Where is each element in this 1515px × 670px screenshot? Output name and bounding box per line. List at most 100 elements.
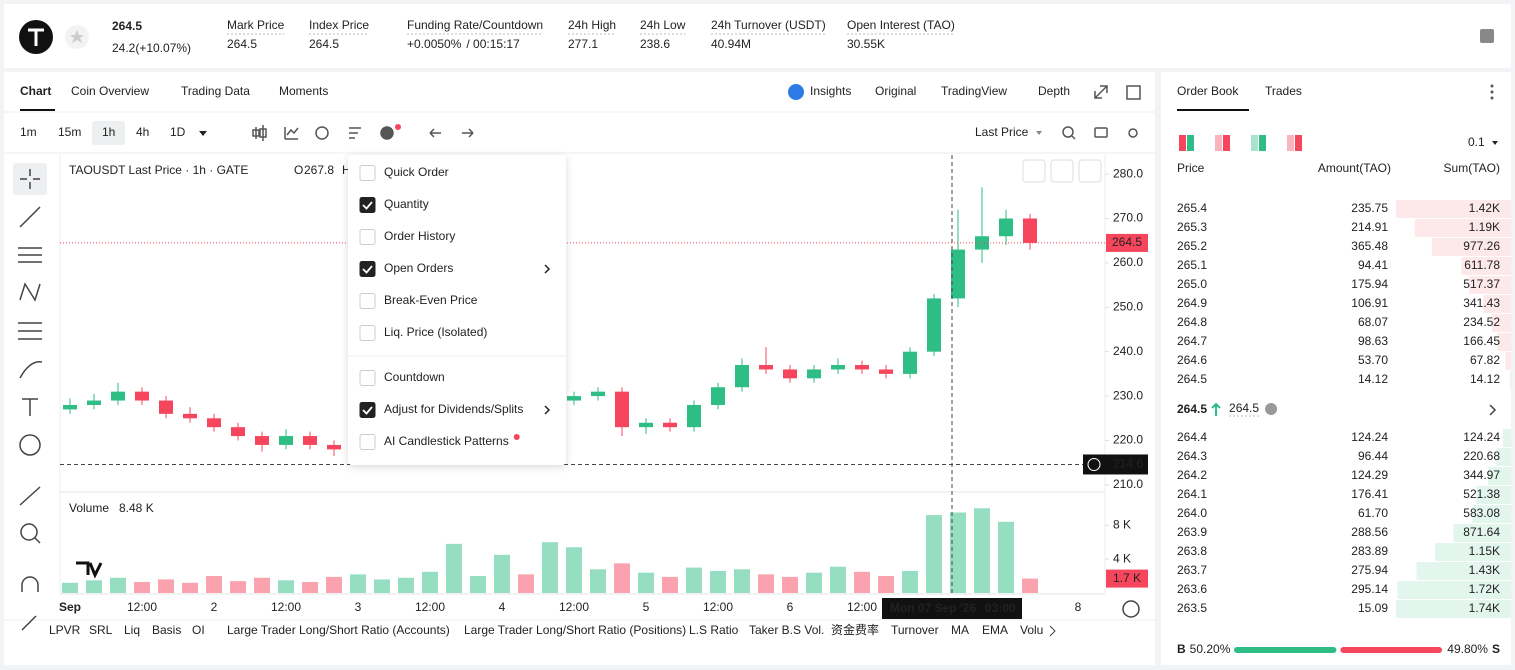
candle-body: [951, 249, 965, 299]
tab[interactable]: Moments: [279, 84, 328, 98]
menu-item[interactable]: Adjust for Dividends/Splits: [384, 402, 523, 416]
y-tick-label: 4 K: [1113, 551, 1131, 565]
ob-tab[interactable]: Trades: [1265, 84, 1302, 98]
ai-icon: [788, 84, 804, 100]
menu-item[interactable]: Open Orders: [384, 261, 453, 275]
tab-underline: [20, 109, 55, 111]
indicator[interactable]: MA: [951, 623, 969, 637]
kebab[interactable]: [1490, 90, 1494, 94]
ob-amount: 175.94: [1351, 277, 1388, 291]
menu-item[interactable]: Countdown: [384, 370, 445, 384]
window-icon[interactable]: [1126, 85, 1141, 100]
y-tick-label: 250.0: [1113, 299, 1143, 313]
crosshair-plus[interactable]: [1087, 457, 1101, 471]
price-badge: [1106, 233, 1148, 252]
menu-item[interactable]: Order History: [384, 229, 455, 243]
notes-icon[interactable]: [1480, 29, 1494, 43]
checkbox[interactable]: [359, 229, 376, 245]
indicator[interactable]: SRL: [89, 623, 113, 637]
ob-price: 264.2: [1177, 468, 1207, 482]
candle-body: [759, 365, 773, 370]
menu-item[interactable]: AI Candlestick Patterns: [384, 434, 509, 448]
indicator[interactable]: Turnover: [891, 623, 939, 637]
stat-value: 30.55K: [847, 37, 885, 51]
ob-sum: 1.43K: [1469, 563, 1500, 577]
depth-bar: [1497, 333, 1511, 351]
view-tab[interactable]: TradingView: [941, 84, 1007, 98]
indicator[interactable]: EMA: [982, 623, 1008, 637]
indicator[interactable]: Large Trader Long/Short Ratio (Positions…: [464, 623, 686, 637]
x-tick-label: 4: [499, 600, 506, 614]
checkbox[interactable]: [359, 165, 376, 181]
chevron[interactable]: [1489, 404, 1497, 416]
ob-price: 265.4: [1177, 201, 1207, 215]
indicator[interactable]: Liq: [124, 623, 140, 637]
indicator[interactable]: Taker B.S Vol.: [749, 623, 824, 637]
checkbox[interactable]: [359, 197, 376, 213]
candle-body: [63, 404, 77, 410]
dropdown-arrow: [199, 131, 207, 136]
settings-icon[interactable]: [1122, 600, 1140, 618]
ob-sum: 14.12: [1470, 372, 1500, 386]
volume-bar: [902, 570, 918, 593]
menu-item[interactable]: Quick Order: [384, 165, 449, 179]
volume-bar: [254, 577, 270, 593]
ob-price: 264.8: [1177, 315, 1207, 329]
y-tick-label: 8 K: [1113, 517, 1131, 531]
kebab[interactable]: [1490, 84, 1494, 88]
checkbox[interactable]: [359, 325, 376, 341]
x-tick-label: 12:00: [559, 600, 589, 614]
chart-button[interactable]: [1050, 159, 1074, 183]
depth-bar: [1453, 524, 1511, 542]
interval[interactable]: 1h: [102, 125, 115, 139]
precision[interactable]: 0.1: [1468, 135, 1485, 149]
candle-body: [831, 365, 845, 370]
tab[interactable]: Chart: [20, 84, 51, 98]
ob-tab[interactable]: Order Book: [1177, 84, 1239, 98]
checkbox[interactable]: [359, 434, 376, 450]
view-tab[interactable]: Insights: [810, 84, 851, 98]
checkbox[interactable]: [359, 370, 376, 386]
view-tab[interactable]: Original: [875, 84, 916, 98]
stat-value: 264.5: [309, 37, 339, 51]
chart-button[interactable]: [1078, 159, 1102, 183]
menu-item[interactable]: Quantity: [384, 197, 429, 211]
indicator[interactable]: Large Trader Long/Short Ratio (Accounts): [227, 623, 450, 637]
indicator[interactable]: Basis: [152, 623, 181, 637]
interval[interactable]: 15m: [58, 125, 81, 139]
chevron[interactable]: [1049, 625, 1056, 637]
indicator[interactable]: Volu: [1020, 623, 1043, 637]
volume-bar: [1022, 578, 1038, 593]
chart-button[interactable]: [1022, 159, 1046, 183]
ob-price: 264.3: [1177, 449, 1207, 463]
indicator[interactable]: LPVR: [49, 623, 81, 637]
y-tick-label: 210.0: [1113, 477, 1143, 491]
price-source[interactable]: Last Price: [975, 125, 1029, 139]
tab[interactable]: Coin Overview: [71, 84, 149, 98]
view-tab[interactable]: Depth: [1038, 84, 1070, 98]
interval[interactable]: 1m: [20, 125, 37, 139]
menu-item[interactable]: Break-Even Price: [384, 293, 478, 307]
kebab[interactable]: [1490, 96, 1494, 100]
ob-sum: 234.52: [1463, 315, 1500, 329]
dropdown-arrow: [1492, 141, 1498, 145]
candle-body: [687, 404, 701, 428]
tab[interactable]: Trading Data: [181, 84, 250, 98]
checkbox[interactable]: [359, 402, 376, 418]
checkbox[interactable]: [359, 293, 376, 309]
interval[interactable]: 4h: [136, 125, 149, 139]
stat-label: 24h High: [568, 18, 616, 32]
menu-item[interactable]: Liq. Price (Isolated): [384, 325, 487, 339]
buy-ratio: 50.20%: [1190, 642, 1231, 656]
interval[interactable]: 1D: [170, 125, 186, 139]
ob-sum: 517.37: [1463, 277, 1500, 291]
checkbox[interactable]: [359, 261, 376, 277]
indicator[interactable]: OI: [192, 623, 205, 637]
depth-bar: [1414, 219, 1511, 237]
indicator[interactable]: L.S Ratio: [689, 623, 739, 637]
ob-price: 265.3: [1177, 220, 1207, 234]
volume-bar: [878, 576, 894, 593]
indicator[interactable]: 资金费率: [831, 622, 879, 637]
fullscreen-icon[interactable]: [1094, 85, 1108, 99]
ob-price: 264.7: [1177, 334, 1207, 348]
